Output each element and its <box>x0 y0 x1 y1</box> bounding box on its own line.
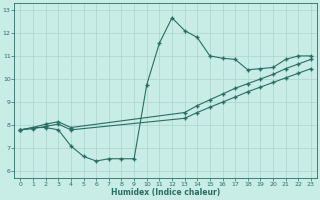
X-axis label: Humidex (Indice chaleur): Humidex (Indice chaleur) <box>111 188 220 197</box>
